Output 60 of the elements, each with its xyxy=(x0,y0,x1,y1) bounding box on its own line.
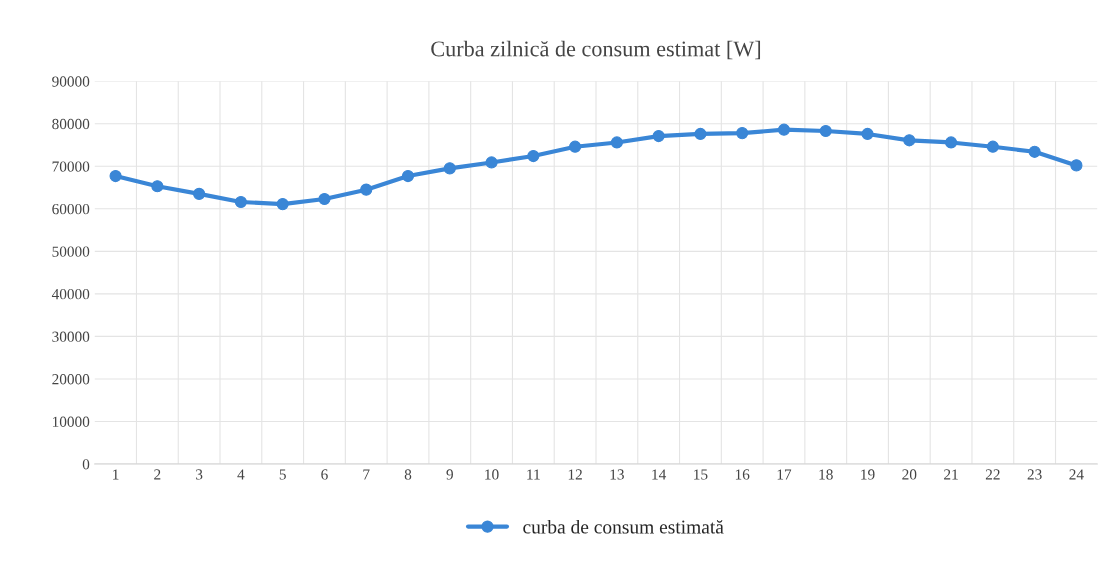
x-tick-label: 9 xyxy=(446,469,453,480)
x-tick-label: 14 xyxy=(652,469,667,480)
x-tick-label: 1 xyxy=(113,469,119,480)
legend-label: curba de consum estimată xyxy=(523,519,724,534)
x-tick-label: 4 xyxy=(237,469,245,480)
x-tick-label: 7 xyxy=(363,469,370,480)
point xyxy=(276,198,289,211)
point xyxy=(819,124,832,138)
point xyxy=(193,187,206,200)
point xyxy=(986,140,999,153)
y-tick-label: 0 xyxy=(82,459,90,470)
y-tick-label: 10000 xyxy=(52,416,90,427)
x-tick-label: 3 xyxy=(196,469,203,480)
point xyxy=(694,127,707,141)
y-tick-label: 60000 xyxy=(52,203,90,215)
point xyxy=(903,134,916,147)
x-tick-label: 13 xyxy=(610,469,624,480)
x-tick-label: 6 xyxy=(321,469,328,480)
y-tick-label: 30000 xyxy=(52,331,90,342)
x-tick-label: 5 xyxy=(279,469,286,480)
point xyxy=(652,129,665,143)
x-tick-label: 22 xyxy=(985,469,1000,480)
point xyxy=(401,169,415,183)
x-tick-label: 18 xyxy=(819,469,833,480)
point xyxy=(527,149,540,163)
x-tick-label: 15 xyxy=(694,469,708,480)
x-tick-label: 10 xyxy=(485,469,499,480)
point xyxy=(443,162,456,175)
y-tick-label: 40000 xyxy=(51,289,90,300)
y-tick-label: 50000 xyxy=(52,246,90,257)
point xyxy=(610,136,623,149)
point xyxy=(1028,145,1041,158)
x-tick-label: 23 xyxy=(1027,469,1042,480)
point xyxy=(234,195,247,209)
x-tick-label: 11 xyxy=(527,469,540,480)
x-tick-label: 16 xyxy=(735,469,750,480)
x-tick-label: 12 xyxy=(568,469,582,480)
y-tick-label: 20000 xyxy=(52,374,90,385)
point xyxy=(109,169,122,183)
y-tick-label: 70000 xyxy=(52,161,90,172)
point xyxy=(945,136,958,149)
x-tick-label: 20 xyxy=(902,469,917,480)
x-tick-label: 8 xyxy=(404,469,412,480)
point xyxy=(1070,159,1083,172)
y-tick-label: 90000 xyxy=(52,76,90,87)
point xyxy=(569,140,582,153)
chart-title: Curba zilnică de consum estimat [W] xyxy=(431,40,761,60)
point xyxy=(151,180,164,193)
point xyxy=(360,183,373,196)
point xyxy=(318,192,331,206)
point xyxy=(861,127,874,141)
point xyxy=(736,127,749,140)
x-tick-label: 21 xyxy=(944,469,958,480)
x-tick-label: 24 xyxy=(1069,469,1084,480)
y-tick-label: 80000 xyxy=(52,118,90,130)
point xyxy=(485,156,498,169)
point xyxy=(777,123,791,136)
x-tick-label: 19 xyxy=(861,469,875,480)
x-tick-label: 2 xyxy=(154,469,161,480)
x-tick-label: 17 xyxy=(777,469,792,480)
